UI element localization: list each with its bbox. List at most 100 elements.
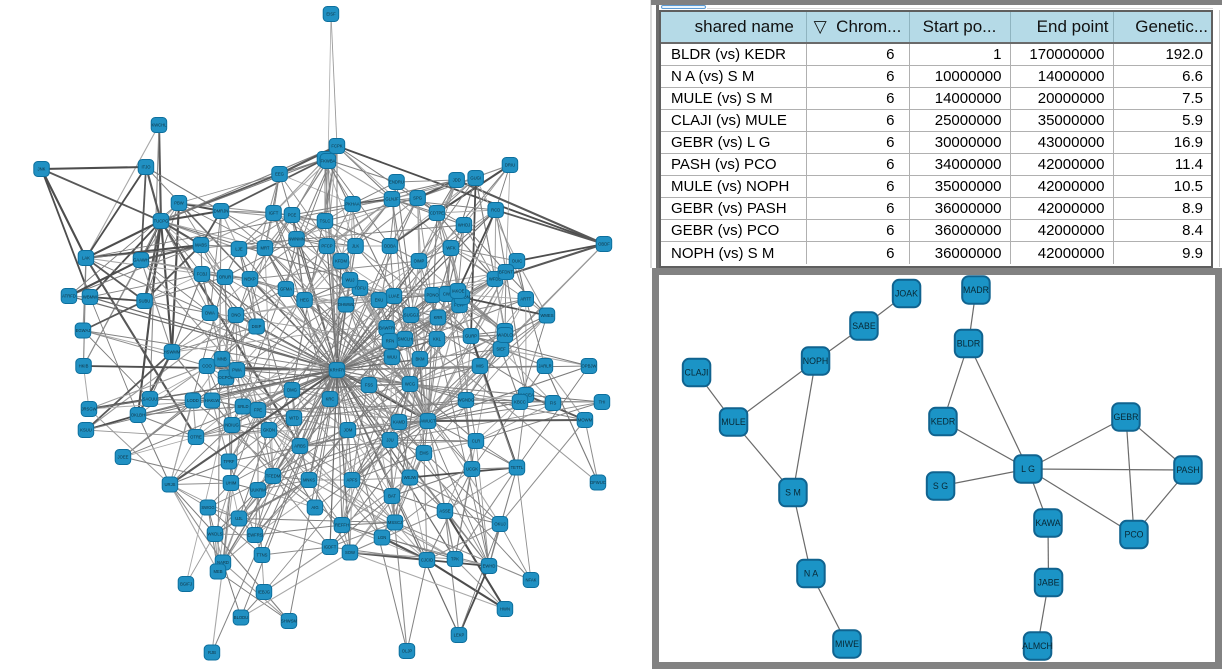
svg-text:FPE: FPE — [254, 408, 262, 413]
svg-text:TPK: TPK — [451, 557, 459, 562]
svg-text:HSWMM: HSWMM — [164, 350, 181, 355]
svg-text:ATRFD: ATRFD — [62, 294, 76, 299]
svg-text:WUU: WUU — [387, 355, 397, 360]
svg-text:WGNDG: WGNDG — [458, 398, 475, 403]
svg-text:BAT: BAT — [388, 494, 396, 499]
svg-text:DWA: DWA — [205, 311, 215, 316]
svg-text:EGWAJ: EGWAJ — [76, 328, 91, 333]
svg-text:OHWWL: OHWWL — [338, 302, 355, 307]
svg-text:UHIM: UHIM — [226, 481, 237, 486]
svg-text:JOAK: JOAK — [895, 288, 918, 298]
svg-text:DNO: DNO — [231, 313, 241, 318]
svg-text:KRR: KRR — [434, 315, 443, 320]
svg-text:JNK: JNK — [38, 167, 46, 172]
svg-text:WKDLS: WKDLS — [208, 532, 223, 537]
svg-text:CJCID: CJCID — [421, 558, 433, 563]
svg-text:FSS: FSS — [365, 383, 373, 388]
svg-text:TUCPG: TUCPG — [154, 219, 169, 224]
svg-text:AWUCT: AWUCT — [420, 419, 436, 424]
svg-text:OTRE: OTRE — [190, 435, 202, 440]
svg-text:CIW: CIW — [443, 292, 451, 297]
svg-text:TTNS: TTNS — [257, 553, 268, 558]
svg-text:OKUJ: OKUJ — [494, 522, 505, 527]
svg-text:TOFU: TOFU — [354, 286, 365, 291]
svg-text:FCPK: FCPK — [331, 144, 342, 149]
svg-text:LEKP: LEKP — [454, 633, 465, 638]
svg-text:KFDM: KFDM — [335, 259, 347, 264]
svg-text:GUGI: GUGI — [470, 176, 481, 181]
svg-text:NOPH: NOPH — [803, 356, 828, 366]
svg-text:NEKP: NEKP — [244, 277, 256, 282]
svg-text:ORUR: ORUR — [219, 275, 231, 280]
svg-text:IGDFT: IGDFT — [324, 545, 337, 550]
svg-text:BFDNT: BFDNT — [499, 270, 513, 275]
svg-text:BKM: BKM — [415, 357, 425, 362]
svg-text:SUBU: SUBU — [139, 299, 151, 304]
svg-text:SWGG: SWGG — [201, 505, 214, 510]
svg-text:OKLBH: OKLBH — [131, 413, 145, 418]
svg-text:DDBA: DDBA — [384, 244, 396, 249]
svg-text:PCO: PCO — [1124, 529, 1143, 539]
svg-text:APFS: APFS — [347, 478, 358, 483]
svg-text:EEG: EEG — [275, 172, 284, 177]
svg-text:MNB: MNB — [217, 357, 227, 362]
svg-text:CLR: CLR — [472, 439, 480, 444]
svg-text:JOM: JOM — [344, 428, 353, 433]
svg-text:WEJW: WEJW — [404, 475, 417, 480]
svg-text:CDTPE: CDTPE — [430, 211, 444, 216]
svg-text:URJS: URJS — [165, 482, 176, 487]
svg-text:REFFH: REFFH — [335, 523, 349, 528]
svg-text:WCG: WCG — [405, 382, 415, 387]
svg-text:WMES: WMES — [540, 313, 553, 318]
svg-text:GEBR: GEBR — [1114, 412, 1139, 422]
svg-text:TPRF: TPRF — [224, 459, 235, 464]
svg-text:JABE: JABE — [1037, 577, 1059, 587]
svg-text:MIWE: MIWE — [835, 639, 859, 649]
svg-text:KAMD: KAMD — [393, 420, 405, 425]
svg-text:LAK: LAK — [82, 256, 90, 261]
svg-text:KBCC: KBCC — [514, 400, 526, 405]
svg-text:NWNMN: NWNMN — [288, 237, 305, 242]
svg-text:FKWBA: FKWBA — [321, 159, 336, 164]
svg-text:MULE: MULE — [721, 417, 746, 427]
svg-text:ITJO: ITJO — [141, 165, 151, 170]
svg-text:MEB: MEB — [213, 569, 222, 574]
svg-text:EMS: EMS — [419, 451, 428, 456]
svg-text:ALMCH: ALMCH — [1022, 641, 1053, 651]
svg-text:BLODU: BLODU — [234, 615, 248, 620]
svg-text:BAWFR: BAWFR — [379, 326, 394, 331]
svg-text:HWN: HWN — [500, 607, 510, 612]
svg-text:SIEF: SIEF — [496, 347, 506, 352]
svg-text:HAKLW: HAKLW — [205, 398, 220, 403]
svg-text:NFAK: NFAK — [526, 578, 537, 583]
svg-text:S G: S G — [933, 481, 948, 491]
svg-text:PBW: PBW — [174, 201, 184, 206]
svg-text:JOEE: JOEE — [118, 455, 129, 460]
svg-text:GLNJF: GLNJF — [385, 197, 399, 202]
svg-text:LGN: LGN — [378, 535, 387, 540]
svg-text:SPG: SPG — [413, 196, 422, 201]
svg-text:OCPOK: OCPOK — [218, 375, 233, 380]
svg-text:S M: S M — [785, 487, 801, 497]
svg-text:MOWM: MOWM — [578, 418, 593, 423]
svg-text:JDD: JDD — [453, 178, 461, 183]
svg-text:GFMA: GFMA — [280, 287, 292, 292]
svg-text:OIMP: OIMP — [414, 259, 425, 264]
svg-text:EWHD: EWHD — [483, 564, 496, 569]
svg-text:KSUU: KSUU — [80, 428, 92, 433]
svg-text:LODD: LODD — [187, 398, 199, 403]
svg-text:RJB: RJB — [208, 650, 216, 655]
svg-text:KWCHL: KWCHL — [151, 123, 167, 128]
svg-text:KRC: KRC — [326, 397, 335, 402]
svg-text:MRT: MRT — [261, 246, 270, 251]
svg-text:EKU: EKU — [375, 298, 384, 303]
svg-text:IEBJG: IEBJG — [258, 590, 270, 595]
svg-text:IGFT: IGFT — [269, 211, 279, 216]
svg-text:NDIUG: NDIUG — [225, 423, 239, 428]
svg-text:WUJ: WUJ — [345, 278, 354, 283]
svg-text:KKL: KKL — [433, 337, 442, 342]
svg-text:WTD: WTD — [289, 416, 299, 421]
svg-text:RCD: RCD — [491, 208, 500, 213]
svg-text:SABE: SABE — [852, 321, 876, 331]
svg-text:KRHFR: KRHFR — [330, 368, 344, 373]
